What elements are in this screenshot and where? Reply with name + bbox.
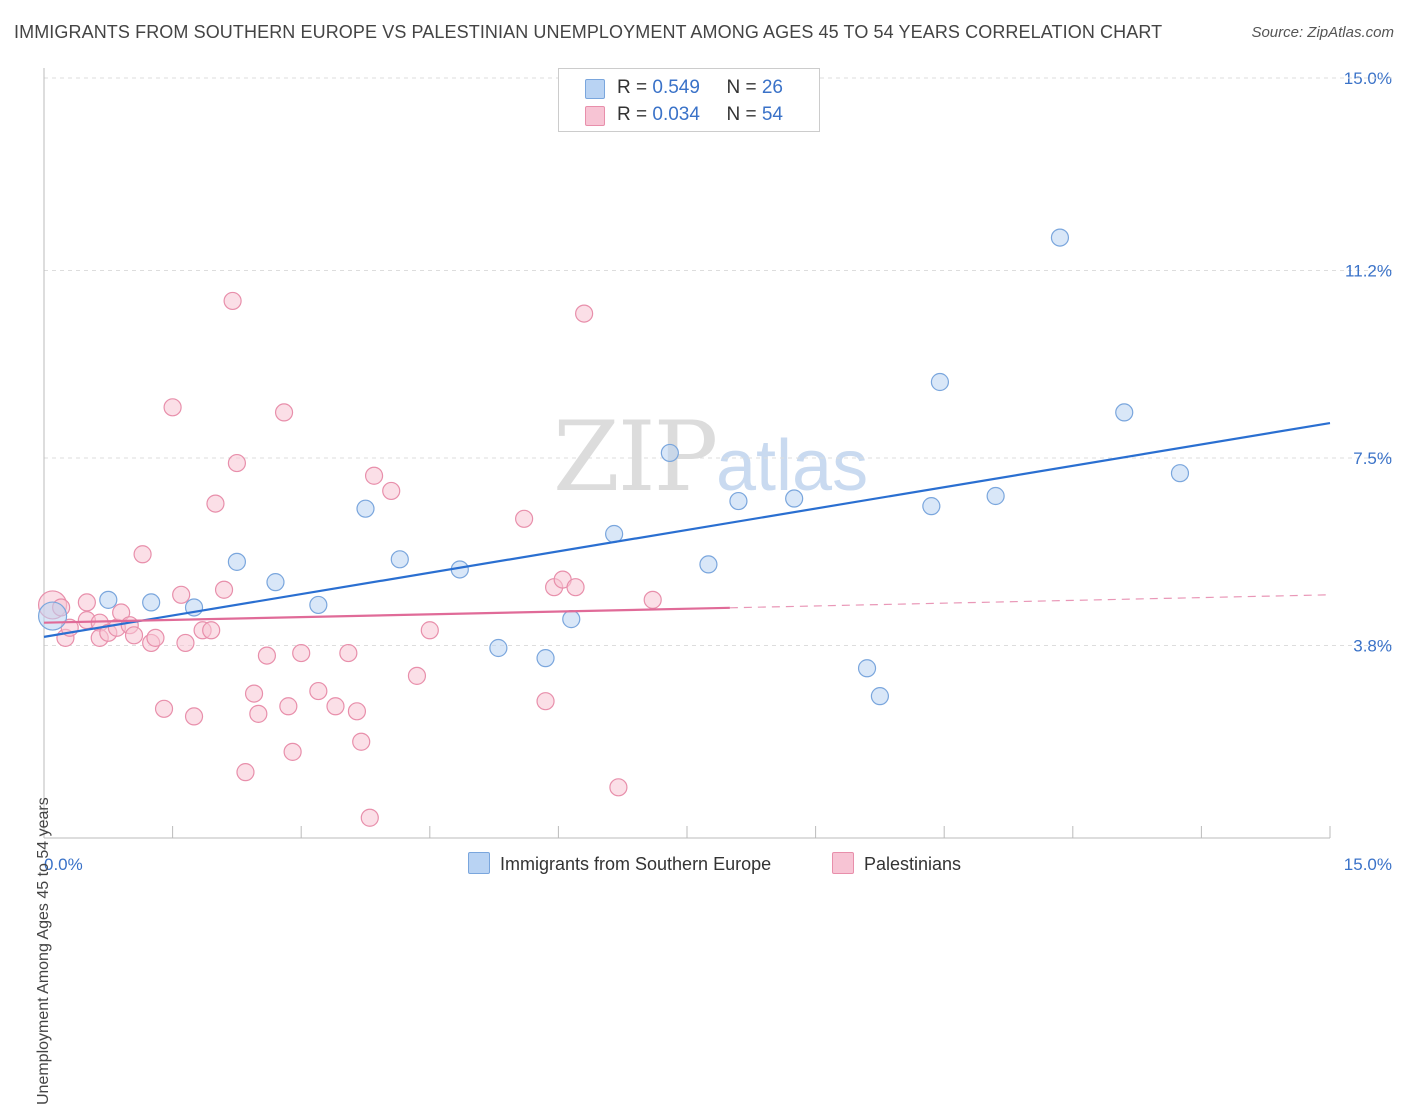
point-palestinian [249, 704, 268, 723]
x-tick-label-max: 15.0% [1344, 855, 1392, 874]
point-palestinian [184, 707, 204, 726]
point-southern-europe [309, 595, 328, 615]
legend-swatch-pink [585, 106, 605, 126]
point-southern-europe [489, 638, 508, 658]
point-palestinian [309, 681, 328, 701]
legend-row-pink: R = 0.034 N = 54 [585, 104, 783, 126]
point-palestinian [163, 398, 182, 417]
point-southern-europe [986, 486, 1005, 506]
point-palestinian [227, 453, 246, 473]
bottom-legend-label: Immigrants from Southern Europe [500, 854, 772, 874]
y-axis-label: Unemployment Among Ages 45 to 54 years [35, 797, 52, 1105]
point-palestinian [536, 692, 555, 711]
point-palestinian [202, 621, 221, 640]
point-palestinian [283, 742, 302, 761]
point-southern-europe [699, 555, 718, 574]
point-southern-europe [356, 499, 375, 518]
point-palestinian [575, 304, 594, 323]
legend-box: R = 0.549 N = 26 R = 0.034 N = 54 [558, 68, 820, 132]
point-southern-europe [922, 497, 941, 516]
trendline-palestinian-extension [729, 594, 1331, 609]
point-southern-europe [536, 649, 555, 668]
legend-row-blue: R = 0.549 N = 26 [585, 77, 783, 99]
legend-r-label: R = [617, 77, 653, 98]
point-southern-europe [930, 372, 950, 392]
point-palestinian [643, 590, 662, 609]
point-palestinian [206, 494, 225, 513]
point-southern-europe [1170, 464, 1190, 483]
point-palestinian [77, 593, 96, 612]
bottom-legend-series1: Immigrants from Southern Europe [468, 852, 771, 875]
y-tick-label: 3.8% [1353, 636, 1392, 655]
point-southern-europe [227, 552, 246, 571]
point-palestinian [352, 732, 371, 751]
legend-r-value: 0.034 [652, 104, 700, 125]
legend-n-label: N = [726, 77, 762, 98]
point-southern-europe [605, 524, 624, 544]
point-palestinian [146, 628, 165, 647]
point-southern-europe [1050, 228, 1070, 247]
point-palestinian [364, 466, 384, 485]
point-palestinian [326, 697, 345, 716]
point-southern-europe [870, 687, 890, 706]
point-palestinian [347, 702, 367, 721]
point-palestinian [236, 763, 255, 782]
y-tick-label: 7.5% [1353, 449, 1392, 468]
point-southern-europe [729, 491, 748, 511]
point-southern-europe [99, 590, 118, 609]
point-southern-europe [660, 443, 679, 463]
point-southern-europe [785, 489, 804, 508]
point-palestinian [407, 666, 427, 685]
point-palestinian [420, 621, 439, 640]
point-palestinian [292, 643, 311, 663]
point-palestinian [274, 403, 294, 422]
point-palestinian [360, 808, 379, 827]
bottom-legend-swatch-blue [468, 852, 490, 874]
point-palestinian [176, 633, 195, 653]
point-palestinian [154, 699, 174, 718]
point-palestinian [124, 626, 144, 645]
point-palestinian [279, 697, 298, 716]
point-southern-europe [1115, 403, 1134, 422]
point-palestinian [244, 684, 264, 703]
legend-n-value: 54 [761, 104, 783, 125]
legend-n-value: 26 [761, 77, 783, 98]
point-southern-europe [390, 550, 409, 569]
point-palestinian [172, 585, 191, 604]
point-palestinian [257, 646, 277, 665]
legend-n-label: N = [726, 104, 762, 125]
legend-r-value: 0.549 [652, 77, 700, 98]
point-palestinian [609, 778, 628, 797]
point-southern-europe [37, 601, 68, 631]
point-palestinian [133, 545, 152, 564]
trendline-palestinian [43, 606, 730, 624]
point-southern-europe [266, 573, 285, 592]
y-tick-label: 11.2% [1345, 262, 1392, 281]
point-palestinian [223, 291, 242, 311]
point-southern-europe [562, 610, 581, 629]
point-palestinian [515, 509, 534, 528]
point-southern-europe [142, 593, 161, 612]
point-palestinian [382, 481, 401, 501]
point-palestinian [566, 578, 585, 597]
trendline-southern-europe [43, 421, 1331, 638]
point-palestinian [339, 643, 358, 663]
bottom-legend-swatch-pink [832, 852, 854, 874]
bottom-legend-series2: Palestinians [832, 852, 961, 875]
bottom-legend-label: Palestinians [864, 854, 962, 874]
legend-r-label: R = [617, 104, 653, 125]
watermark-zip: ZIP [553, 401, 716, 513]
point-southern-europe [857, 659, 877, 678]
legend-swatch-blue [585, 79, 605, 99]
chart-source: Source: ZipAtlas.com [1251, 24, 1394, 41]
chart-title: IMMIGRANTS FROM SOUTHERN EUROPE VS PALES… [14, 22, 1163, 42]
point-palestinian [214, 580, 234, 599]
x-tick-label-min: 0.0% [44, 855, 83, 874]
